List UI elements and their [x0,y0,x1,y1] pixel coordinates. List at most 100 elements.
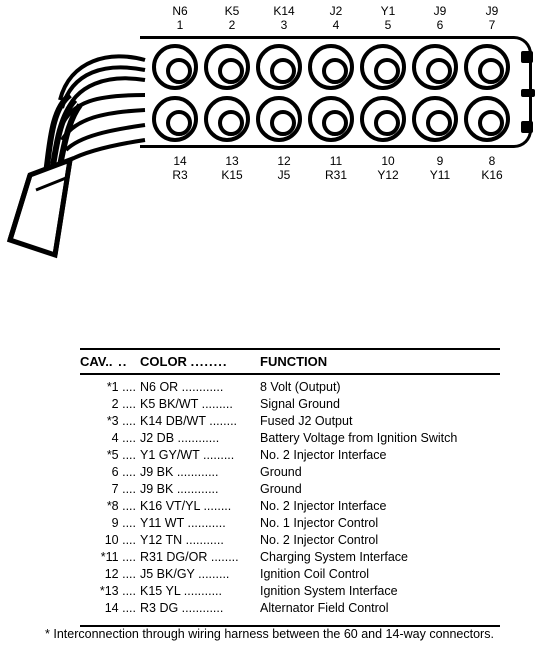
pin-socket [204,44,250,90]
cav-cell: *8 .... [80,498,140,515]
function-cell: No. 2 Injector Interface [260,498,500,515]
table-row: 10 ....Y12 TN ...........No. 2 Injector … [80,532,500,549]
pin-label: 11R31 [310,154,362,182]
header-color: COLOR [140,354,187,369]
function-cell: Alternator Field Control [260,600,500,617]
cav-cell: 12 .... [80,566,140,583]
function-cell: Fused J2 Output [260,413,500,430]
notch-icon [521,121,533,133]
pin-socket [412,96,458,142]
pinout-table: CAV.. .. COLOR ........ FUNCTION *1 ....… [80,348,500,627]
color-cell: K14 DB/WT ........ [140,413,260,430]
function-cell: No. 2 Injector Interface [260,447,500,464]
color-cell: N6 OR ............ [140,379,260,396]
color-cell: K16 VT/YL ........ [140,498,260,515]
pin-row-bottom [152,96,510,142]
color-cell: K5 BK/WT ......... [140,396,260,413]
function-cell: No. 2 Injector Control [260,532,500,549]
pin-label: K52 [206,4,258,32]
table-body: *1 ....N6 OR ............8 Volt (Output)… [80,375,500,621]
notch-icon [521,51,533,63]
function-cell: Charging System Interface [260,549,500,566]
color-cell: Y1 GY/WT ......... [140,447,260,464]
pin-socket [308,44,354,90]
table-row: 12 ....J5 BK/GY .........Ignition Coil C… [80,566,500,583]
cav-cell: 2 .... [80,396,140,413]
wire-harness-icon [0,40,155,260]
footnote-text: * Interconnection through wiring harness… [0,627,539,641]
table-row: 14 ....R3 DG ............Alternator Fiel… [80,600,500,617]
pin-label: K143 [258,4,310,32]
pin-socket [152,44,198,90]
function-cell: Ground [260,481,500,498]
pin-label: 12J5 [258,154,310,182]
table-row: 7 ....J9 BK ............Ground [80,481,500,498]
cav-cell: *11 .... [80,549,140,566]
table-row: *3 ....K14 DB/WT ........Fused J2 Output [80,413,500,430]
pin-label: 9Y11 [414,154,466,182]
header-function: FUNCTION [260,354,500,369]
pin-label: 14R3 [154,154,206,182]
table-row: *13 ....K15 YL ...........Ignition Syste… [80,583,500,600]
color-cell: J5 BK/GY ......... [140,566,260,583]
pin-label: N61 [154,4,206,32]
table-row: *11 ....R31 DG/OR ........Charging Syste… [80,549,500,566]
pin-socket [360,96,406,142]
pin-socket [360,44,406,90]
color-cell: J2 DB ............ [140,430,260,447]
color-cell: R31 DG/OR ........ [140,549,260,566]
header-cav: CAV. [80,354,109,369]
cav-cell: *5 .... [80,447,140,464]
color-cell: J9 BK ............ [140,464,260,481]
table-row: 4 ....J2 DB ............Battery Voltage … [80,430,500,447]
pin-label: 10Y12 [362,154,414,182]
pin-row-top [152,44,510,90]
function-cell: No. 1 Injector Control [260,515,500,532]
table-row: *5 ....Y1 GY/WT .........No. 2 Injector … [80,447,500,464]
table-row: 2 ....K5 BK/WT .........Signal Ground [80,396,500,413]
cav-cell: 14 .... [80,600,140,617]
table-row: *8 ....K16 VT/YL ........No. 2 Injector … [80,498,500,515]
color-cell: J9 BK ............ [140,481,260,498]
table-header-row: CAV.. .. COLOR ........ FUNCTION [80,348,500,375]
function-cell: Ignition Coil Control [260,566,500,583]
pin-label: Y15 [362,4,414,32]
pin-socket [412,44,458,90]
cav-cell: 10 .... [80,532,140,549]
function-cell: Ignition System Interface [260,583,500,600]
color-cell: K15 YL ........... [140,583,260,600]
pin-label: J24 [310,4,362,32]
pin-label: 13K15 [206,154,258,182]
connector-diagram: N61 K52 K143 J24 Y15 J96 J97 [0,0,539,260]
color-cell: R3 DG ............ [140,600,260,617]
function-cell: Ground [260,464,500,481]
function-cell: Signal Ground [260,396,500,413]
pin-socket [308,96,354,142]
pin-socket [256,44,302,90]
cav-cell: *1 .... [80,379,140,396]
function-cell: 8 Volt (Output) [260,379,500,396]
table-row: *1 ....N6 OR ............8 Volt (Output) [80,379,500,396]
bottom-pin-labels: 14R3 13K15 12J5 11R31 10Y12 9Y11 8K16 [154,154,518,182]
cav-cell: 9 .... [80,515,140,532]
table-row: 6 ....J9 BK ............Ground [80,464,500,481]
connector-body [140,36,532,148]
top-pin-labels: N61 K52 K143 J24 Y15 J96 J97 [154,4,518,32]
pin-socket [464,96,510,142]
cav-cell: 4 .... [80,430,140,447]
pin-socket [204,96,250,142]
function-cell: Battery Voltage from Ignition Switch [260,430,500,447]
color-cell: Y11 WT ........... [140,515,260,532]
table-row: 9 ....Y11 WT ...........No. 1 Injector C… [80,515,500,532]
cav-cell: *13 .... [80,583,140,600]
pin-socket [152,96,198,142]
cav-cell: 6 .... [80,464,140,481]
pin-socket [256,96,302,142]
cav-cell: *3 .... [80,413,140,430]
cav-cell: 7 .... [80,481,140,498]
pin-label: J97 [466,4,518,32]
color-cell: Y12 TN ........... [140,532,260,549]
notch-icon [521,89,535,97]
pin-label: J96 [414,4,466,32]
pin-label: 8K16 [466,154,518,182]
